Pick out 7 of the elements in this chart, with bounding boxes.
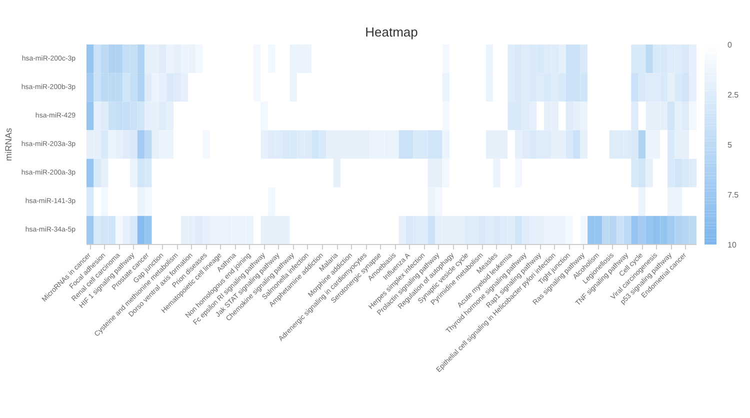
color-bar-label: 0 (728, 40, 732, 50)
chart-title: Heatmap (365, 24, 418, 40)
color-bar-label: 7.5 (728, 190, 740, 200)
color-bar-label: 5 (728, 140, 732, 150)
color-bar-label: 10 (728, 240, 737, 250)
color-bar-label: 2.5 (728, 90, 740, 100)
y-axis-title: miRNAs (3, 128, 14, 161)
